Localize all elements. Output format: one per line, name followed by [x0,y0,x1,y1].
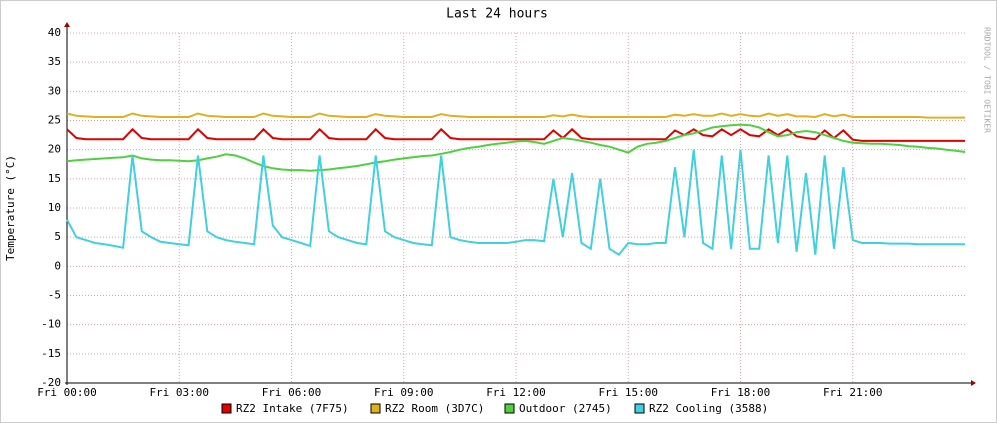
y-tick-label: -15 [41,347,61,360]
axis-arrow [64,22,70,27]
chart-title: Last 24 hours [446,7,548,22]
series-line [66,123,966,172]
series-line [66,112,965,119]
legend-swatch [504,403,515,414]
y-tick-label: -5 [48,289,61,302]
y-tick-label: 30 [48,84,61,97]
y-tick-label: 0 [54,259,61,272]
y-tick-label: 35 [48,55,61,68]
y-tick-label: 15 [48,172,61,185]
legend-label: RZ2 Cooling (3588) [649,402,768,415]
legend-label: RZ2 Intake (7F75) [236,402,349,415]
watermark: RRDTOOL / TOBI OETIKER [983,27,992,133]
y-tick-label: 10 [48,201,61,214]
y-tick-label: 5 [54,230,61,243]
y-tick-label: -10 [41,318,61,331]
x-tick-label: Fri 09:00 [374,386,434,399]
x-tick-label: Fri 06:00 [262,386,322,399]
x-tick-label: Fri 00:00 [37,386,97,399]
legend-swatch [370,403,381,414]
legend-swatch [221,403,232,414]
legend-label: Outdoor (2745) [519,402,612,415]
x-tick-label: Fri 15:00 [598,386,658,399]
x-tick-label: Fri 03:00 [149,386,209,399]
series-line [66,127,965,142]
y-tick-label: 25 [48,114,61,127]
x-tick-label: Fri 18:00 [711,386,771,399]
x-tick-label: Fri 12:00 [486,386,546,399]
y-tick-label: 40 [48,26,61,39]
legend-label: RZ2 Room (3D7C) [385,402,484,415]
x-tick-label: Fri 21:00 [823,386,883,399]
y-tick-label: -20 [41,376,61,389]
y-tick-label: 20 [48,143,61,156]
series-line [66,149,965,257]
legend-swatch [634,403,645,414]
axis-arrow [971,380,976,386]
y-axis-label: Temperature (°C) [4,155,17,261]
